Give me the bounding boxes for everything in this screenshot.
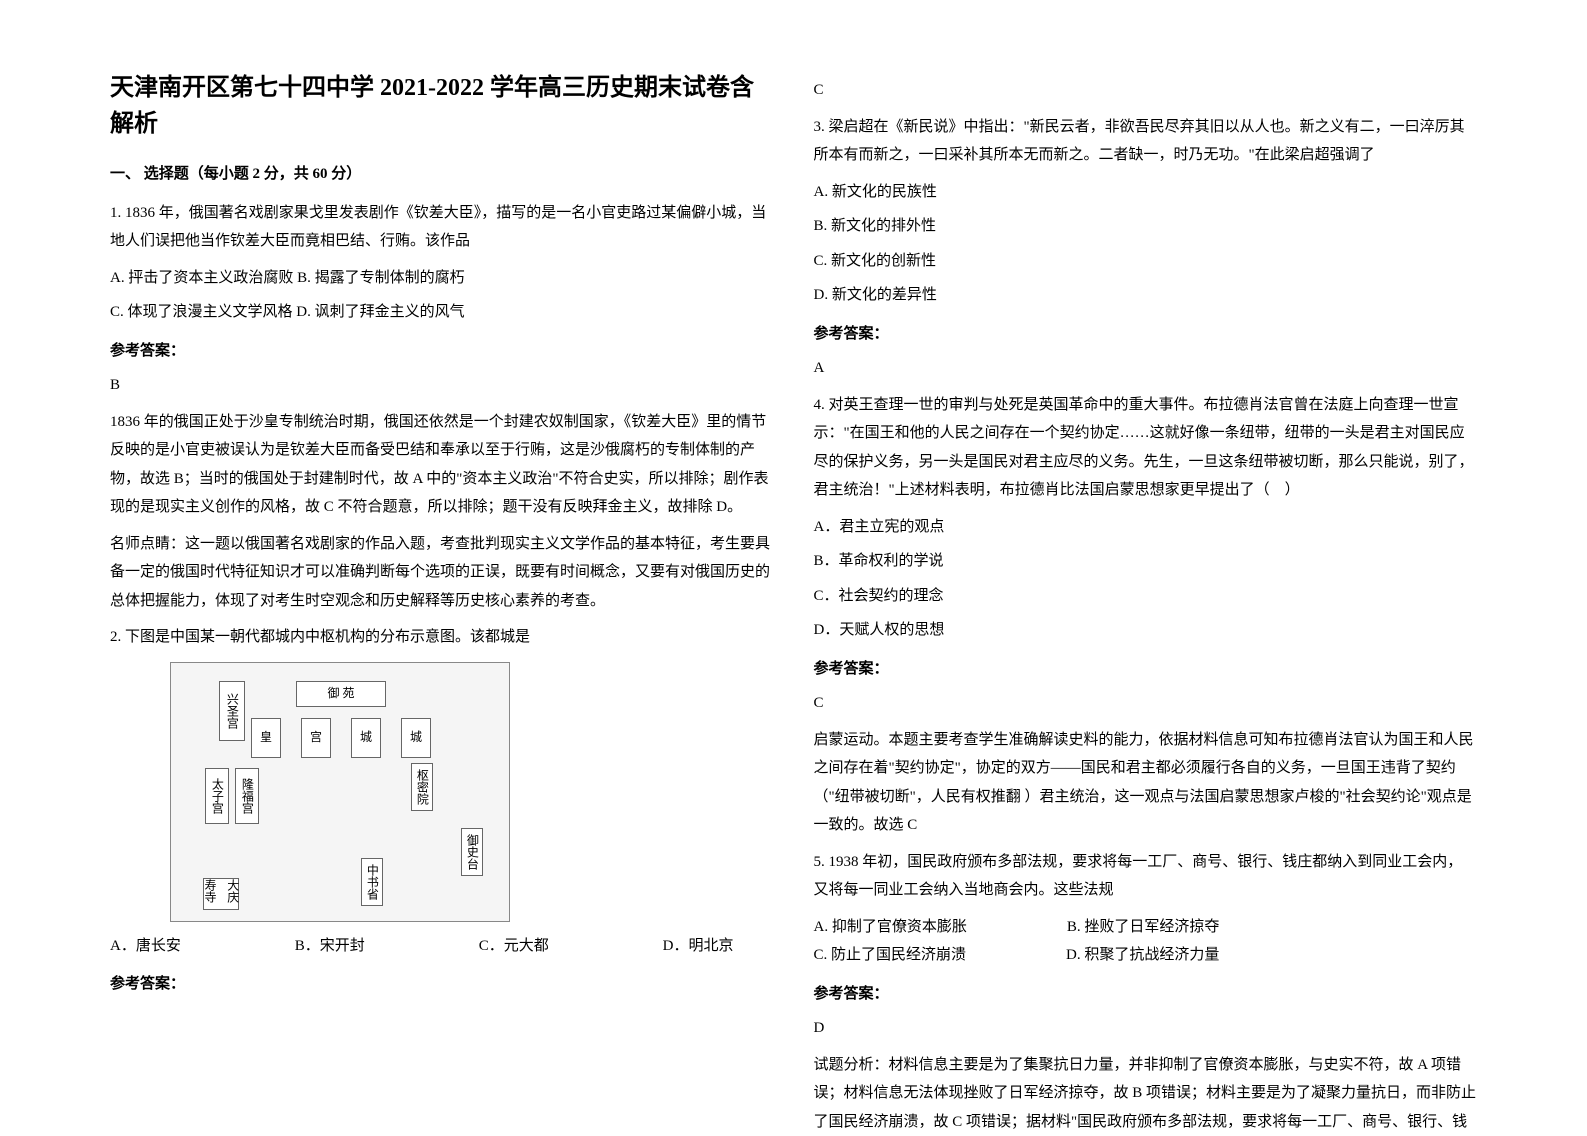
diagram-longfu: 隆福宫 bbox=[235, 768, 259, 824]
q2-optD: D．明北京 bbox=[663, 932, 734, 961]
diagram-daqing: 大庆寿寺 bbox=[203, 878, 239, 910]
diagram-taizi: 太子宫 bbox=[205, 768, 229, 824]
q1-stem: 1. 1836 年，俄国著名戏剧家果戈里发表剧作《钦差大臣》，描写的是一名小官吏… bbox=[110, 199, 774, 256]
q1-optB: B. 揭露了专制体制的腐朽 bbox=[297, 270, 465, 286]
q5-stem: 5. 1938 年初，国民政府颁布多部法规，要求将每一工厂、商号、银行、钱庄都纳… bbox=[814, 848, 1478, 905]
q5-optD: D. 积聚了抗战经济力量 bbox=[1066, 941, 1219, 970]
diagram-yushi: 御史台 bbox=[461, 828, 483, 876]
q4-optD: D．天赋人权的思想 bbox=[814, 616, 1478, 645]
q4-answer-label: 参考答案： bbox=[814, 655, 1478, 684]
q2-optB: B．宋开封 bbox=[295, 932, 365, 961]
q5-answer-label: 参考答案： bbox=[814, 980, 1478, 1009]
q2-answer: C bbox=[814, 76, 1478, 105]
q5-exp: 试题分析：材料信息主要是为了集聚抗日力量，并非抑制了官僚资本膨胀，与史实不符，故… bbox=[814, 1051, 1478, 1136]
diagram-cheng: 城 bbox=[351, 718, 381, 758]
q4-optA: A．君主立宪的观点 bbox=[814, 513, 1478, 542]
q4-optB: B．革命权利的学说 bbox=[814, 547, 1478, 576]
diagram-shumi: 枢密院 bbox=[411, 763, 433, 811]
q3-optD: D. 新文化的差异性 bbox=[814, 281, 1478, 310]
q5-optB: B. 挫败了日军经济掠夺 bbox=[1067, 913, 1220, 942]
q1-optC: C. 体现了浪漫主义文学风格 bbox=[110, 304, 293, 320]
diagram-zhongshu: 中书省 bbox=[361, 858, 383, 906]
q2-diagram: 兴圣宫 御 苑 皇 宫 城 城 太子宫 隆福宫 枢密院 御史台 中书省 大庆寿寺 bbox=[170, 662, 510, 922]
q3-optC: C. 新文化的创新性 bbox=[814, 247, 1478, 276]
q1-exp1: 1836 年的俄国正处于沙皇专制统治时期，俄国还依然是一个封建农奴制国家，《钦差… bbox=[110, 408, 774, 522]
diagram-cheng2: 城 bbox=[401, 718, 431, 758]
section-header: 一、 选择题（每小题 2 分，共 60 分） bbox=[110, 160, 774, 189]
q2-optC: C．元大都 bbox=[479, 932, 549, 961]
q5-optA: A. 抑制了官僚资本膨胀 bbox=[814, 913, 967, 942]
q4-exp: 启蒙运动。本题主要考查学生准确解读史料的能力，依据材料信息可知布拉德肖法官认为国… bbox=[814, 726, 1478, 840]
diagram-gong: 宫 bbox=[301, 718, 331, 758]
q2-options: A．唐长安 B．宋开封 C．元大都 D．明北京 bbox=[110, 932, 774, 961]
q4-answer: C bbox=[814, 689, 1478, 718]
q3-optB: B. 新文化的排外性 bbox=[814, 212, 1478, 241]
q1-answer: B bbox=[110, 371, 774, 400]
q2-stem: 2. 下图是中国某一朝代都城内中枢机构的分布示意图。该都城是 bbox=[110, 623, 774, 652]
q2-answer-label: 参考答案： bbox=[110, 970, 774, 999]
q5-options-row2: C. 防止了国民经济崩溃 D. 积聚了抗战经济力量 bbox=[814, 941, 1478, 970]
q2-optA: A．唐长安 bbox=[110, 932, 181, 961]
q3-answer: A bbox=[814, 354, 1478, 383]
q3-answer-label: 参考答案： bbox=[814, 320, 1478, 349]
q1-options-ab: A. 抨击了资本主义政治腐败 B. 揭露了专制体制的腐朽 bbox=[110, 264, 774, 293]
diagram-huang: 皇 bbox=[251, 718, 281, 758]
q5-answer: D bbox=[814, 1014, 1478, 1043]
q5-options-row1: A. 抑制了官僚资本膨胀 B. 挫败了日军经济掠夺 bbox=[814, 913, 1478, 942]
q4-stem: 4. 对英王查理一世的审判与处死是英国革命中的重大事件。布拉德肖法官曾在法庭上向… bbox=[814, 391, 1478, 505]
q1-optA: A. 抨击了资本主义政治腐败 bbox=[110, 270, 293, 286]
diagram-yuyuan: 御 苑 bbox=[296, 681, 386, 707]
q3-stem: 3. 梁启超在《新民说》中指出："新民云者，非欲吾民尽弃其旧以从人也。新之义有二… bbox=[814, 113, 1478, 170]
q1-answer-label: 参考答案： bbox=[110, 337, 774, 366]
diagram-xingsheng: 兴圣宫 bbox=[219, 681, 245, 741]
q1-options-cd: C. 体现了浪漫主义文学风格 D. 讽刺了拜金主义的风气 bbox=[110, 298, 774, 327]
q3-optA: A. 新文化的民族性 bbox=[814, 178, 1478, 207]
q1-exp2: 名师点睛：这一题以俄国著名戏剧家的作品入题，考查批判现实主义文学作品的基本特征，… bbox=[110, 530, 774, 616]
q5-optC: C. 防止了国民经济崩溃 bbox=[814, 941, 967, 970]
page-title: 天津南开区第七十四中学 2021-2022 学年高三历史期末试卷含解析 bbox=[110, 70, 774, 142]
q4-optC: C．社会契约的理念 bbox=[814, 582, 1478, 611]
q1-optD: D. 讽刺了拜金主义的风气 bbox=[296, 304, 464, 320]
